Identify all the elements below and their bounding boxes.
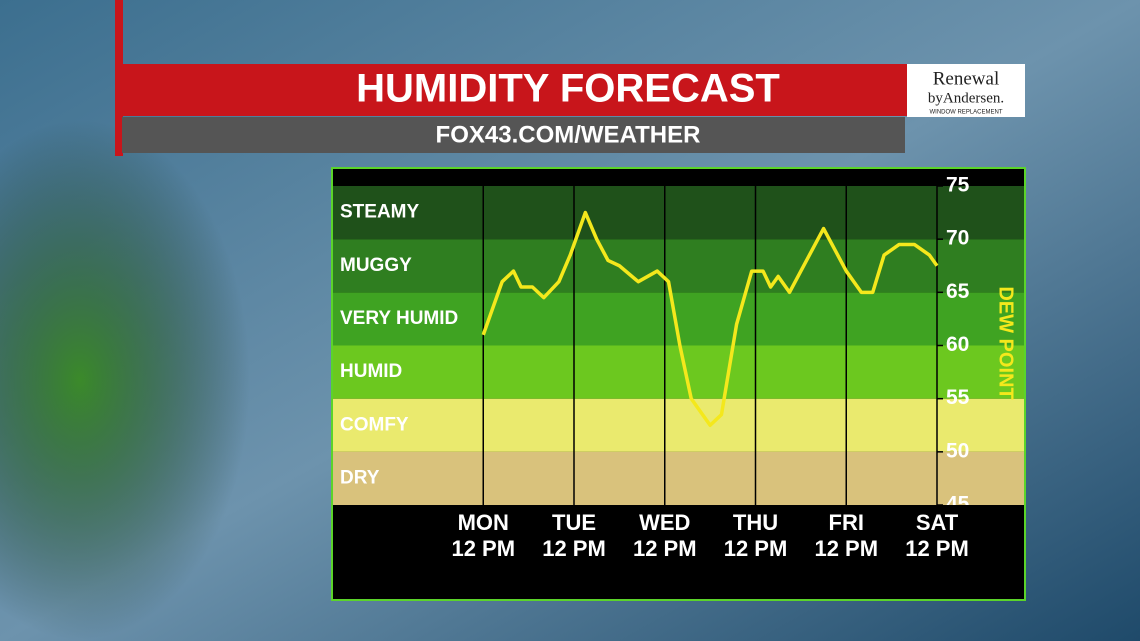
title: HUMIDITY FORECAST [356, 67, 780, 111]
y-tick-label: 60 [946, 333, 969, 356]
subtitle-bar [122, 117, 905, 153]
x-tick-label: WED 12 PM [632, 510, 697, 561]
subtitle: FOX43.COM/WEATHER [436, 121, 701, 148]
humidity-band [333, 239, 1024, 293]
humidity-band [333, 345, 1024, 399]
y-tick-label: 70 [946, 227, 969, 250]
band-label: STEAMY [340, 202, 420, 223]
y-axis-title: DEW POINT [995, 286, 1017, 399]
band-label: HUMID [340, 361, 402, 382]
logo-text: Renewal [933, 68, 999, 89]
humidity-band [333, 186, 1024, 240]
y-tick-label: 50 [946, 439, 969, 462]
x-tick-label: SAT 12 PM [905, 510, 969, 561]
y-tick-label: 55 [946, 386, 970, 409]
x-tick-label: TUE 12 PM [542, 510, 606, 561]
x-tick-label: FRI 12 PM [814, 510, 879, 561]
humidity-band [333, 398, 1024, 452]
band-label: MUGGY [340, 255, 412, 276]
logo-text: byAndersen. [928, 90, 1004, 106]
leaf-decoration [0, 120, 250, 640]
axis-bottom [333, 505, 1024, 599]
y-tick-label: 75 [946, 174, 970, 197]
logo-text: WINDOW REPLACEMENT [929, 110, 1002, 116]
title-bar [115, 64, 907, 116]
logo-box [907, 64, 1025, 117]
x-tick-label: MON 12 PM [451, 510, 516, 561]
y-tick-label: 65 [946, 280, 970, 303]
humidity-band [333, 451, 1024, 505]
dew-point-line [481, 210, 939, 427]
band-label: DRY [340, 467, 380, 488]
band-label: COMFY [340, 414, 409, 435]
x-tick-label: THU 12 PM [723, 510, 788, 561]
band-label: VERY HUMID [340, 308, 458, 329]
